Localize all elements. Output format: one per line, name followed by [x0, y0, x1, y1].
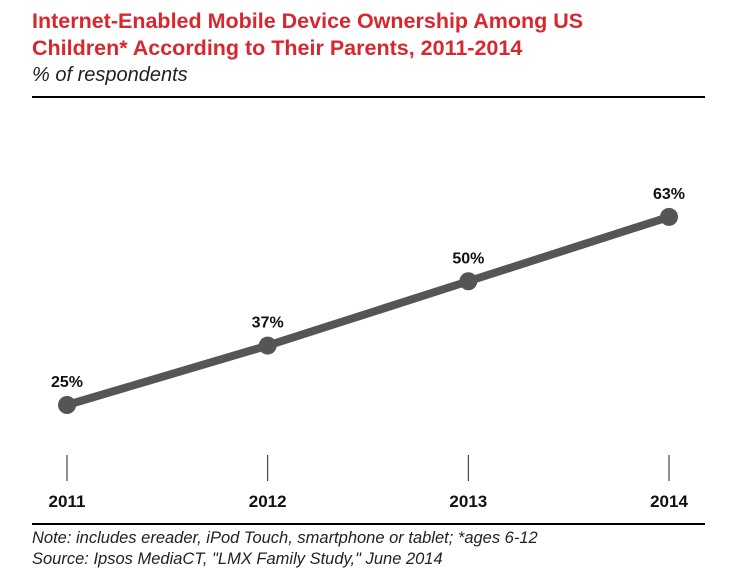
note-text: Note: includes ereader, iPod Touch, smar…	[32, 529, 538, 547]
x-label-2014: 2014	[650, 492, 688, 511]
chart-title-line-1: Internet-Enabled Mobile Device Ownership…	[32, 9, 584, 33]
data-label-2013: 50%	[452, 250, 484, 267]
data-point-2013	[459, 272, 478, 291]
data-point-2014	[660, 207, 678, 226]
source-text: Source: Ipsos MediaCT, "LMX Family Study…	[32, 550, 443, 568]
chart-title: Internet-Enabled Mobile Device Ownership…	[32, 8, 722, 62]
x-label-2011: 2011	[49, 492, 86, 511]
data-label-2011: 25%	[51, 374, 83, 391]
footnotes: Note: includes ereader, iPod Touch, smar…	[32, 528, 538, 570]
data-point-2011	[58, 396, 76, 414]
data-labels: 25% 37% 50% 63%	[51, 186, 685, 391]
top-divider	[32, 96, 705, 98]
x-axis-labels: 2011 2012 2013 2014	[49, 492, 689, 511]
data-label-2014: 63%	[653, 186, 685, 203]
data-label-2012: 37%	[252, 315, 284, 332]
chart-subtitle: % of respondents	[32, 64, 188, 86]
chart-title-line-2: Children* According to Their Parents, 20…	[32, 36, 523, 60]
x-axis-baseline	[32, 523, 705, 525]
series-line-group	[63, 212, 673, 409]
x-axis-ticks	[66, 455, 670, 481]
data-points	[58, 207, 678, 414]
series-line	[63, 212, 673, 409]
data-point-2012	[258, 336, 277, 355]
x-label-2012: 2012	[249, 492, 287, 511]
x-label-2013: 2013	[449, 492, 487, 511]
